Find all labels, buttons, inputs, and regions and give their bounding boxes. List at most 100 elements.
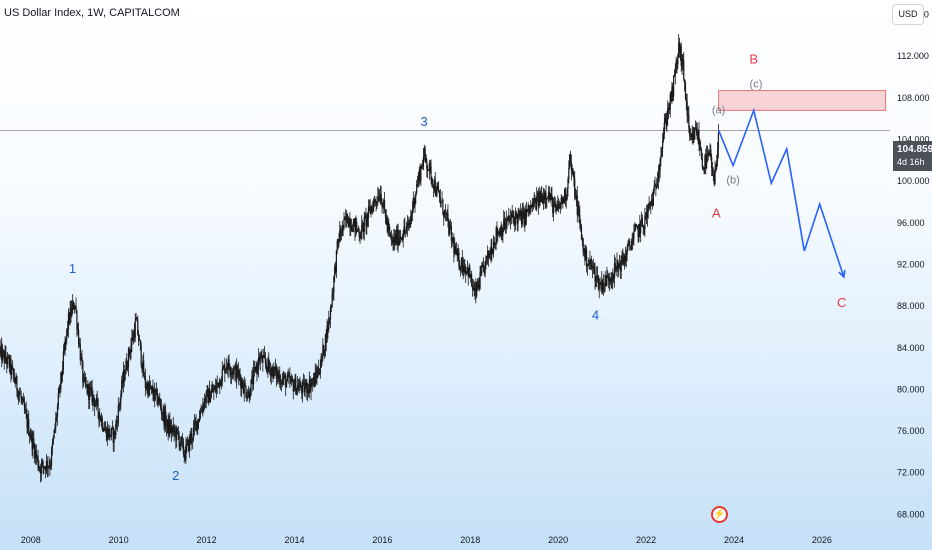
candle-body — [470, 274, 472, 279]
candle-body — [451, 238, 453, 241]
candle-body — [545, 192, 547, 200]
candle-body — [237, 371, 239, 378]
candle-body — [378, 196, 380, 201]
candle-body — [37, 456, 39, 467]
candle-body — [33, 438, 35, 446]
candle-body — [553, 203, 555, 214]
candle-body — [208, 388, 210, 404]
candle-body — [122, 370, 124, 384]
candle-body — [509, 220, 511, 222]
candle-body — [229, 367, 231, 373]
candle-body — [192, 427, 195, 438]
candle-body — [11, 366, 13, 375]
candle-body — [457, 252, 459, 257]
candle-body — [28, 419, 30, 436]
candle-body — [146, 384, 148, 389]
candle-body — [93, 394, 95, 400]
candle-body — [173, 425, 175, 433]
wave-label: 3 — [421, 114, 428, 129]
candle-body — [670, 93, 672, 101]
candle-body — [69, 308, 71, 323]
candle-body — [105, 427, 107, 430]
candle-body — [181, 436, 183, 441]
candle-body — [566, 188, 568, 200]
candle-body — [286, 374, 288, 382]
candle-body — [617, 260, 619, 270]
candle-body — [49, 465, 51, 467]
candle-body — [689, 128, 691, 137]
candle-body — [78, 343, 81, 345]
candle-body — [614, 263, 616, 270]
candle-body — [611, 280, 613, 282]
candle-body — [269, 366, 271, 369]
candle-body — [465, 266, 467, 274]
candle-body — [527, 205, 529, 213]
candle-body — [236, 365, 238, 380]
candle-body — [3, 352, 5, 363]
candle-body — [187, 439, 190, 451]
candle-body — [212, 389, 214, 393]
candle-body — [443, 210, 446, 217]
candle-body — [259, 357, 261, 362]
candle-body — [187, 439, 189, 444]
candle-body — [703, 167, 705, 169]
candle-body — [153, 395, 155, 400]
candle-body — [421, 165, 423, 167]
candle-body — [538, 192, 540, 206]
candle-body — [348, 219, 350, 227]
candle-body — [422, 156, 425, 167]
candle-body — [110, 435, 112, 437]
candle-body — [561, 198, 563, 204]
candle-body — [658, 170, 660, 175]
candle-body — [393, 236, 395, 243]
candle-body — [387, 221, 389, 231]
candle-body — [647, 206, 649, 210]
candle-body — [700, 148, 702, 151]
candle-body — [429, 163, 431, 167]
candle-body — [473, 287, 475, 292]
candle-body — [491, 247, 493, 254]
candle-body — [486, 256, 488, 259]
candle-body — [271, 368, 273, 371]
candle-body — [327, 324, 329, 330]
candle-body — [666, 118, 668, 125]
candle-body — [188, 437, 190, 451]
candle-body — [454, 246, 456, 254]
candle-body — [240, 379, 242, 389]
x-tick-label: 2020 — [548, 535, 568, 545]
candle-body — [258, 356, 261, 362]
candle-body — [1, 345, 3, 361]
candle-body — [704, 155, 706, 169]
candle-body — [455, 249, 458, 255]
candle-body — [524, 209, 526, 225]
candle-body — [138, 339, 141, 341]
candle-body — [525, 209, 528, 218]
candle-body — [458, 252, 460, 268]
candle-body — [578, 208, 580, 215]
candle-body — [113, 431, 115, 443]
candle-body — [132, 337, 134, 341]
candle-body — [563, 198, 565, 203]
candle-body — [433, 180, 436, 190]
lightning-event-icon[interactable]: ⚡ — [711, 506, 728, 523]
candle-body — [115, 423, 117, 436]
candle-body — [270, 370, 272, 377]
candle-body — [256, 364, 258, 373]
candle-body — [531, 202, 534, 208]
currency-button[interactable]: USD — [892, 4, 924, 25]
candle-body — [681, 58, 683, 66]
candle-body — [59, 387, 61, 389]
candle-body — [258, 356, 260, 370]
candle-body — [492, 251, 494, 254]
candle-body — [363, 216, 365, 233]
candle-body — [434, 180, 436, 194]
candle-body — [189, 437, 191, 442]
candle-body — [362, 222, 365, 233]
candle-body — [191, 433, 193, 441]
candle-body — [339, 229, 341, 242]
candle-body — [394, 234, 397, 244]
candle-body — [533, 198, 535, 207]
candle-body — [546, 198, 548, 200]
